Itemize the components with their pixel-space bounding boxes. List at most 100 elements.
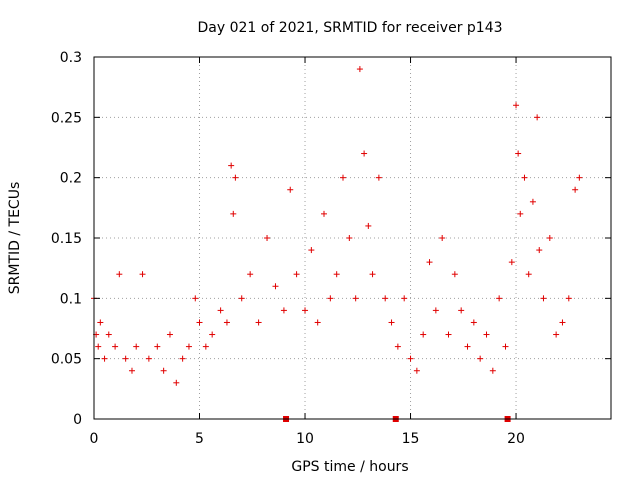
data-point: [536, 247, 543, 254]
data-point: [559, 319, 566, 326]
data-point: [529, 198, 536, 205]
data-point: [477, 355, 484, 362]
data-point: [451, 271, 458, 278]
data-point: [302, 307, 309, 314]
data-point: [394, 343, 401, 350]
data-point: [287, 186, 294, 193]
y-tick-label: 0.3: [60, 50, 82, 66]
data-point: [369, 271, 376, 278]
data-point: [154, 343, 161, 350]
data-points: [91, 66, 583, 386]
data-point: [576, 174, 583, 181]
data-point: [502, 343, 509, 350]
data-point: [327, 295, 334, 302]
data-point: [407, 355, 414, 362]
data-point: [496, 295, 503, 302]
x-tick-label: 5: [195, 431, 204, 447]
data-point: [308, 247, 315, 254]
data-point: [232, 174, 239, 181]
data-point: [185, 343, 192, 350]
x-tick-label: 15: [402, 431, 420, 447]
data-point: [230, 210, 237, 217]
data-point: [483, 331, 490, 338]
data-point: [515, 150, 522, 157]
data-point: [340, 174, 347, 181]
data-point: [426, 259, 433, 266]
data-point: [166, 331, 173, 338]
data-point: [517, 210, 524, 217]
data-point: [223, 319, 230, 326]
data-point: [255, 319, 262, 326]
y-tick-label: 0.15: [51, 231, 82, 247]
y-axis-title: SRMTID / TECUs: [7, 182, 23, 295]
data-point: [192, 295, 199, 302]
data-point: [139, 271, 146, 278]
y-tick-label: 0: [73, 412, 82, 428]
data-point: [401, 295, 408, 302]
data-point: [365, 222, 372, 229]
data-point: [508, 259, 515, 266]
data-point: [264, 235, 271, 241]
grid: [94, 57, 611, 419]
x-tick-labels: 0 5 10 15 20: [90, 431, 525, 447]
data-point: [112, 343, 119, 350]
data-point: [470, 319, 477, 326]
data-point: [217, 307, 224, 314]
data-point: [122, 355, 129, 362]
data-point: [464, 343, 471, 350]
data-point: [116, 271, 123, 278]
data-point: [521, 174, 528, 181]
data-point: [272, 283, 279, 290]
data-point: [202, 343, 209, 350]
data-point: [445, 331, 452, 338]
data-point: [133, 343, 140, 350]
plot-frame: [93, 56, 612, 420]
data-point: [572, 186, 579, 193]
data-point: [413, 367, 420, 374]
data-point: [179, 355, 186, 362]
x-tick-label: 10: [296, 431, 314, 447]
data-point: [534, 114, 541, 121]
data-point: [145, 355, 152, 362]
data-point: [238, 295, 245, 302]
data-point: [525, 271, 532, 278]
data-point: [209, 331, 216, 338]
y-tick-label: 0.2: [60, 171, 82, 187]
data-point: [489, 367, 496, 374]
data-point: [321, 210, 328, 217]
data-point: [105, 331, 112, 338]
data-point: [513, 102, 520, 109]
y-tick-labels: 0 0.05 0.1 0.15 0.2 0.25 0.3: [51, 50, 82, 428]
data-point: [280, 307, 287, 314]
data-point: [375, 174, 382, 181]
data-point: [361, 150, 368, 157]
data-point: [173, 379, 180, 386]
y-tick-label: 0.1: [60, 291, 82, 307]
data-point: [95, 343, 102, 350]
data-point: [432, 307, 439, 314]
data-point: [546, 235, 553, 241]
data-point: [346, 235, 353, 241]
data-point: [160, 367, 167, 374]
data-point: [293, 271, 300, 278]
data-point: [128, 367, 135, 374]
chart-title: Day 021 of 2021, SRMTID for receiver p14…: [197, 20, 502, 36]
data-point: [101, 355, 108, 362]
data-point: [439, 235, 446, 241]
x-tick-label: 20: [507, 431, 525, 447]
data-point: [247, 271, 254, 278]
y-tick-label: 0.05: [51, 352, 82, 368]
data-point: [352, 295, 359, 302]
data-point: [314, 319, 321, 326]
data-point: [458, 307, 465, 314]
data-point: [382, 295, 389, 302]
data-point: [565, 295, 572, 302]
data-point: [540, 295, 547, 302]
data-point: [333, 271, 340, 278]
data-point: [356, 66, 363, 73]
data-point: [228, 162, 235, 169]
x-tick-label: 0: [90, 431, 99, 447]
data-point: [196, 319, 203, 326]
y-tick-label: 0.25: [51, 110, 82, 126]
